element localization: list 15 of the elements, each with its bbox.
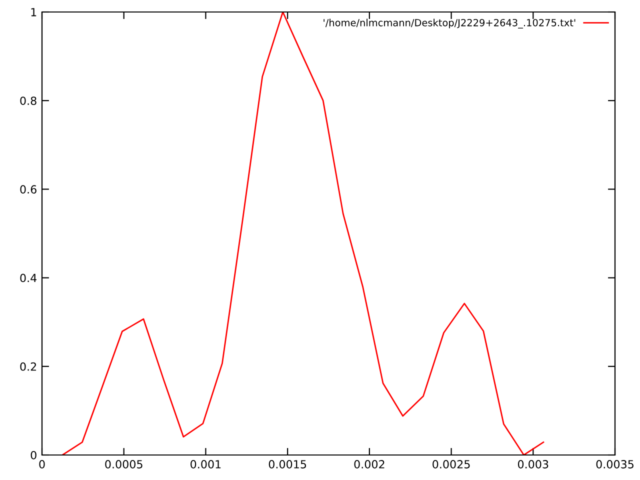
x-tick-label: 0.0015 xyxy=(268,460,306,468)
x-tick-label: 0.0035 xyxy=(596,460,634,468)
x-tick-label: 0 xyxy=(39,460,45,468)
x-tick-label: 0.001 xyxy=(190,460,221,468)
y-tick-label: 0 xyxy=(30,450,36,460)
legend-label: '/home/nlmcmann/Desktop/J2229+2643_.10275.txt' xyxy=(324,18,576,28)
x-tick-label: 0.002 xyxy=(354,460,384,468)
x-tick-label: 0.003 xyxy=(518,460,548,468)
y-tick-label: 0.2 xyxy=(20,362,36,371)
y-tick-label: 1 xyxy=(31,8,36,16)
y-tick-label: 0.4 xyxy=(20,274,37,282)
y-tick-label: 0.6 xyxy=(20,185,36,194)
x-tick-label: 0.0005 xyxy=(105,460,142,468)
y-tick-label: 0.8 xyxy=(20,96,36,105)
x-tick-label: 0.0025 xyxy=(432,460,470,468)
